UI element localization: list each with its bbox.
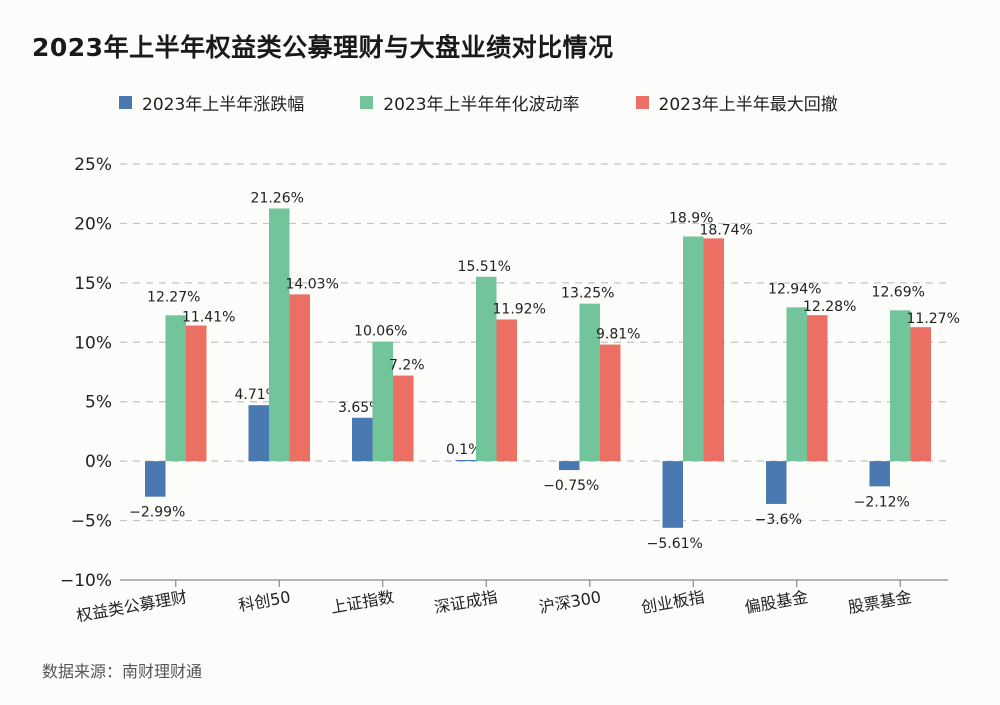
legend-item-volatility: 2023年上半年年化波动率 (360, 90, 580, 115)
x-tick-label: 创业板指 (640, 587, 706, 617)
x-tick-label: 股票基金 (847, 587, 913, 617)
data-label: −2.99% (129, 505, 185, 521)
bar (372, 341, 393, 462)
data-label: 14.03% (286, 276, 339, 292)
bar (248, 405, 269, 462)
bar (186, 325, 207, 462)
bar (786, 307, 807, 462)
chart-legend: 2023年上半年涨跌幅 2023年上半年年化波动率 2023年上半年最大回撤 (119, 90, 894, 115)
bar (165, 315, 186, 462)
bar (910, 327, 931, 462)
bar (807, 315, 828, 462)
x-tick-label: 偏股基金 (743, 587, 809, 617)
x-tick-label: 上证指数 (329, 587, 395, 617)
bar (683, 236, 704, 462)
bar (600, 344, 621, 462)
data-label: 7.2% (389, 358, 425, 374)
data-label: 15.51% (458, 259, 511, 275)
legend-item-drawdown: 2023年上半年最大回撤 (635, 90, 838, 115)
data-label: 11.41% (182, 310, 235, 326)
legend-swatch-change (119, 96, 132, 109)
data-label: −2.12% (854, 494, 910, 510)
y-tick-label: 20% (74, 214, 112, 234)
data-label: 18.9% (669, 211, 713, 227)
legend-swatch-volatility (360, 96, 374, 109)
data-label: 11.27% (907, 311, 960, 327)
bar (145, 461, 166, 497)
data-label: 9.81% (596, 327, 640, 343)
bar (393, 375, 414, 462)
y-tick-label: −10% (60, 571, 112, 591)
data-label: 21.26% (251, 190, 304, 206)
data-label: 11.92% (493, 301, 546, 317)
y-tick-label: 0% (85, 452, 112, 472)
y-tick-label: 25% (74, 155, 112, 175)
x-tick-label: 权益类公募理财 (75, 587, 189, 625)
data-label: 4.71% (235, 387, 279, 403)
bar (703, 238, 724, 462)
chart-title: 2023年上半年权益类公募理财与大盘业绩对比情况 (32, 33, 614, 62)
data-label: 12.28% (803, 299, 856, 315)
data-source: 数据来源：南财理财通 (42, 662, 203, 681)
bar (890, 310, 911, 462)
data-label: 13.25% (561, 286, 614, 302)
y-tick-label: 15% (74, 274, 112, 294)
x-tick-label: 沪深300 (538, 587, 603, 617)
y-tick-label: 10% (74, 333, 112, 353)
bar (269, 208, 290, 462)
bar (496, 319, 517, 462)
data-label: 18.74% (700, 222, 753, 238)
bar (662, 461, 683, 528)
bar (869, 461, 890, 487)
bar (559, 461, 580, 471)
bar (289, 294, 310, 462)
y-tick-label: −5% (71, 512, 112, 532)
bar (352, 417, 373, 462)
bar (579, 303, 600, 462)
data-label: 10.06% (354, 324, 407, 340)
bar (766, 461, 787, 504)
bar (455, 459, 476, 462)
legend-label-volatility: 2023年上半年年化波动率 (383, 95, 580, 115)
x-tick-label: 科创50 (237, 587, 292, 615)
legend-label-drawdown: 2023年上半年最大回撤 (658, 95, 838, 115)
y-tick-label: 5% (85, 393, 112, 413)
data-label: −0.75% (543, 478, 599, 494)
legend-label-change: 2023年上半年涨跌幅 (142, 95, 305, 115)
bar (476, 276, 497, 462)
data-label: 12.94% (768, 281, 821, 297)
data-label: 3.65% (338, 400, 382, 416)
x-tick-label: 深证成指 (433, 587, 499, 617)
legend-swatch-drawdown (635, 96, 649, 109)
data-label: −3.6% (755, 512, 802, 528)
data-label: 12.69% (872, 284, 925, 300)
data-label: −5.61% (647, 536, 703, 552)
legend-item-change: 2023年上半年涨跌幅 (119, 90, 304, 115)
data-label: 0.1% (446, 442, 482, 458)
data-label: 12.27% (147, 289, 200, 305)
